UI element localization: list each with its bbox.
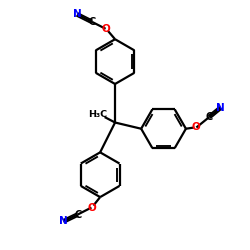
Text: C: C [74,210,82,220]
Text: N: N [216,102,225,113]
Text: O: O [192,122,201,132]
Text: O: O [87,202,96,212]
Text: O: O [101,24,110,34]
Text: C: C [88,17,96,27]
Text: C: C [206,112,213,122]
Text: H₃C: H₃C [88,110,107,119]
Text: N: N [59,216,68,226]
Text: N: N [73,9,82,19]
